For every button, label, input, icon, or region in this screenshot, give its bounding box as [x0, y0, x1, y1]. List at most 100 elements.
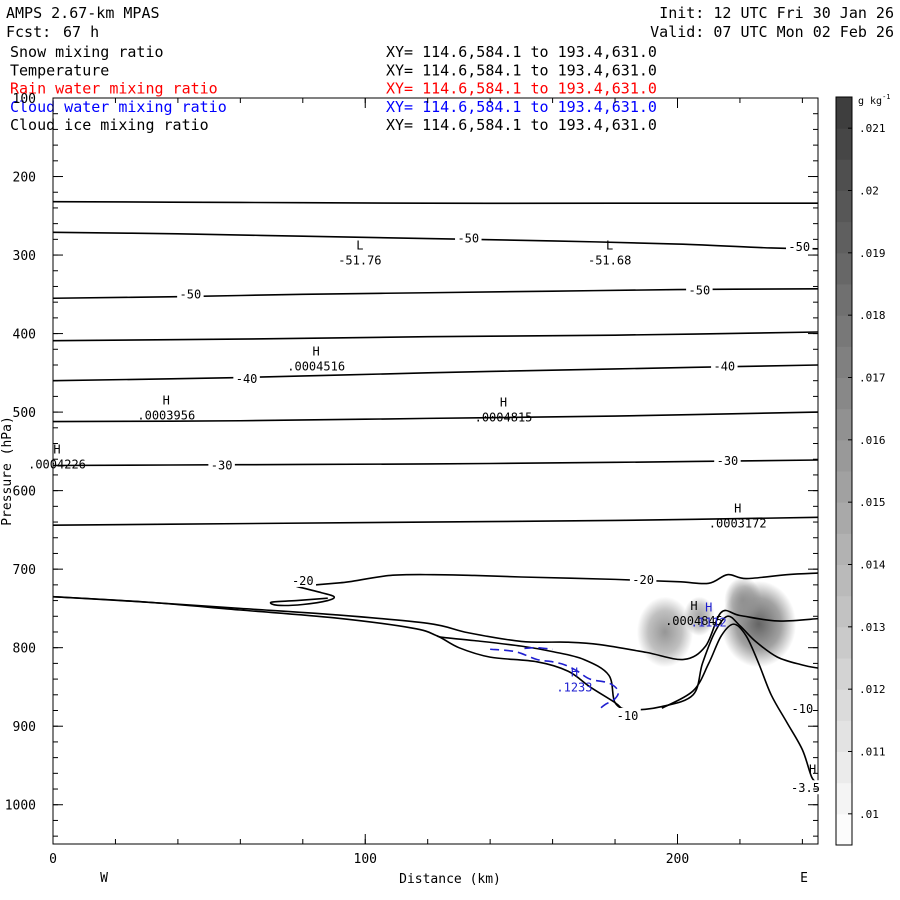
colorbar-tick-label: .011: [859, 746, 886, 759]
temperature-contour: [52, 459, 819, 467]
axes: 100 200 300 400 500 600 700 800 900 1000 0 100 200: [5, 92, 818, 867]
temperature-contours: [52, 200, 819, 784]
temperature-contour: [269, 585, 336, 607]
x-tick-label: 100: [354, 852, 377, 867]
cloud-water-contour: [524, 646, 553, 651]
y-tick-label: 600: [13, 485, 36, 500]
colorbar-swatch: [836, 626, 852, 659]
colorbar: .021 .02 .019 .018 .017 .016 .015 .014 .013 .012.…: [835, 96, 886, 846]
extremum-letter: H: [313, 345, 320, 359]
temperature-contour-label: -10: [617, 709, 639, 723]
colorbar-swatch: [836, 782, 852, 815]
temperature-contour: [52, 331, 819, 342]
colorbar-swatch: [836, 658, 852, 690]
snow-shading: [636, 577, 797, 668]
field-xy: XY= 114.6,584.1 to 193.4,631.0: [386, 43, 657, 61]
extremum-value: .0003956: [137, 408, 195, 422]
temperature-contour-label: -40: [713, 360, 735, 374]
contour-labels: -50 -50 -50 -50 -40 -40 -30 -30 -20 -20 -10 -10 -3.5…: [28, 230, 823, 795]
colorbar-tick-label: .018: [859, 309, 886, 322]
contour-label-bg: [177, 286, 204, 301]
colorbar-tick-label: .013: [859, 621, 886, 634]
extremum-letter: H: [734, 502, 741, 516]
fcst-hours: 67 h: [63, 23, 99, 41]
snow-shading-blob: [636, 596, 694, 668]
snow-shading-blob: [724, 577, 762, 625]
colorbar-tick-label: .012: [859, 683, 886, 696]
colorbar-tick-label: .015: [859, 496, 886, 509]
temperature-contour: [296, 572, 819, 588]
cloud-water-extremum-letter: H: [705, 601, 712, 615]
fcst-label: Fcst:: [6, 23, 51, 41]
y-tick-label: 100: [13, 92, 36, 107]
contour-label-bg: [711, 358, 738, 373]
y-tick-label: 500: [13, 406, 36, 421]
colorbar-frame: [835, 96, 853, 846]
temperature-contour-label: -10: [792, 702, 814, 716]
plot-frame: [52, 97, 819, 845]
colorbar-swatch: [836, 159, 852, 191]
colorbar-swatch: [836, 315, 852, 347]
extremum-value: .0003172: [709, 517, 767, 531]
colorbar-swatch: [836, 128, 852, 160]
contour-label-bg: [629, 572, 657, 587]
temperature-contour: [52, 595, 819, 661]
extremum-value: -51.76: [338, 254, 381, 268]
contour-label-bg: [788, 780, 823, 795]
temperature-contour: [52, 231, 819, 250]
y-tick-label: 700: [13, 563, 36, 578]
contour-label-bg: [455, 230, 482, 245]
colorbar-tick-label: .017: [859, 372, 886, 385]
contour-label-bg: [714, 452, 741, 467]
colorbar-swatch: [836, 408, 852, 441]
model-title: AMPS 2.67-km MPAS: [6, 4, 160, 22]
colorbar-swatch: [836, 346, 852, 378]
colorbar-tick-label: .021: [859, 122, 886, 135]
colorbar-swatch: [836, 533, 852, 565]
init-time: Init: 12 UTC Fri 30 Jan 26: [659, 4, 894, 22]
colorbar-swatch: [836, 97, 852, 129]
temperature-contour-label: -30: [211, 459, 233, 473]
colorbar-swatch: [836, 595, 852, 628]
colorbar-tick-label: .01: [859, 808, 879, 821]
colorbar-swatch: [836, 751, 852, 784]
field-xy: XY= 114.6,584.1 to 193.4,631.0: [386, 116, 657, 134]
colorbar-swatch: [836, 284, 852, 316]
cloud-water-contours: [490, 646, 620, 710]
extremum-letter: H: [163, 393, 170, 407]
colorbar-swatch: [836, 689, 852, 721]
field-label: Cloud ice mixing ratio: [10, 116, 209, 134]
colorbar-swatch: [836, 564, 852, 597]
contour-label-bg: [786, 239, 813, 254]
extremum-value: .0004516: [287, 360, 345, 374]
colorbar-swatch: [836, 720, 852, 752]
y-axis-label: Pressure (hPa): [0, 416, 15, 526]
contour-label-bg: [208, 457, 235, 472]
temperature-contour-label: -3.5: [791, 781, 820, 795]
colorbar-swatch: [836, 471, 852, 503]
field-label: Temperature: [10, 61, 109, 79]
cloud-water-extremum-value: .1112: [691, 616, 727, 630]
x-tick-label: 0: [49, 852, 57, 867]
west-label: W: [100, 871, 108, 886]
y-tick-label: 200: [13, 171, 36, 186]
field-legend: Snow mixing ratio XY= 114.6,584.1 to 193.…: [10, 43, 657, 134]
contour-label-bg: [686, 282, 713, 297]
temperature-contour: [52, 200, 818, 205]
y-tick-label: 800: [13, 642, 36, 657]
contour-label-bg: [789, 700, 816, 715]
temperature-contour: [52, 411, 819, 423]
colorbar-unit: g kg-1: [858, 93, 891, 107]
contour-label-bg: [289, 572, 317, 587]
colorbar-tick-label: .016: [859, 434, 886, 447]
temperature-contour: [52, 516, 819, 526]
extremum-letter: H: [500, 396, 507, 410]
temperature-contour: [52, 364, 819, 382]
y-tick-label: 900: [13, 720, 36, 735]
temperature-contour-label: -50: [457, 232, 479, 246]
colorbar-unit-exponent: -1: [882, 93, 890, 101]
field-label: Rain water mixing ratio: [10, 80, 218, 98]
temperature-contour: [436, 615, 819, 711]
temperature-contour-label: -50: [689, 283, 711, 297]
